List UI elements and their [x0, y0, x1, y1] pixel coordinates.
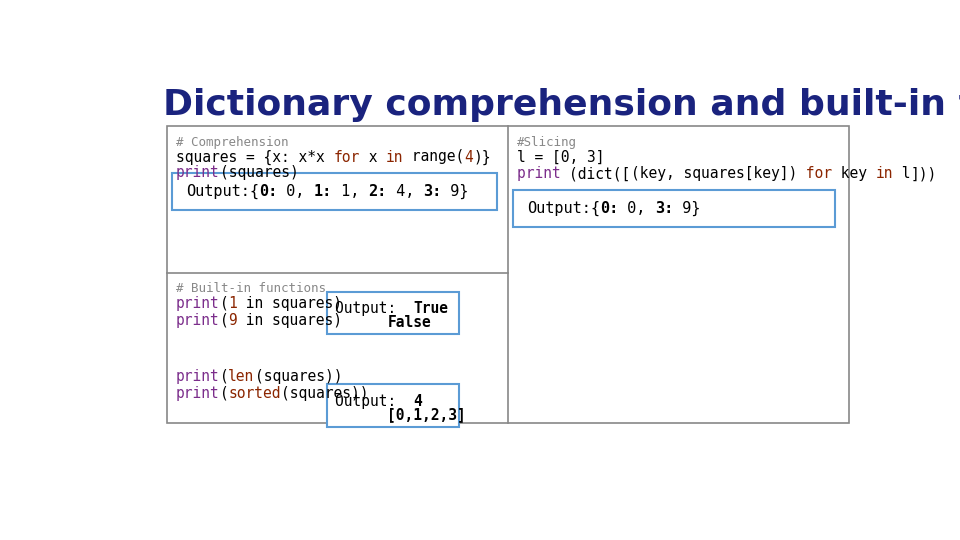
Text: (key, squares[key]): (key, squares[key]): [631, 166, 797, 181]
Text: 0,: 0,: [618, 200, 655, 215]
Text: 0,: 0,: [277, 184, 314, 199]
Text: range(: range(: [403, 150, 465, 165]
Text: 2:: 2:: [369, 184, 387, 199]
Text: l = [0, 3]: l = [0, 3]: [516, 150, 604, 165]
Bar: [166, 126, 849, 423]
Text: 4,: 4,: [387, 184, 423, 199]
Text: in squares): in squares): [237, 313, 342, 328]
Text: 1:: 1:: [314, 184, 332, 199]
Text: 4: 4: [465, 150, 473, 165]
Text: print: print: [176, 369, 220, 384]
Text: (squares)): (squares)): [280, 386, 369, 401]
Text: 1: 1: [228, 296, 237, 311]
Text: print: print: [176, 313, 220, 328]
Bar: [513, 190, 834, 226]
Text: print: print: [176, 165, 220, 180]
Text: 9}: 9}: [673, 200, 700, 215]
Text: )}: )}: [473, 150, 491, 165]
Text: print: print: [516, 166, 569, 181]
Bar: [327, 292, 459, 334]
Text: 3:: 3:: [423, 184, 442, 199]
Bar: [327, 384, 459, 427]
Text: len: len: [228, 369, 254, 384]
Text: (: (: [220, 386, 228, 401]
Text: l: l: [893, 166, 910, 181]
Text: (: (: [220, 296, 228, 311]
Text: Output:: Output:: [335, 301, 414, 316]
Text: (: (: [220, 313, 228, 328]
Text: Output:{: Output:{: [186, 184, 259, 199]
Text: 4: 4: [414, 394, 422, 409]
Text: print: print: [176, 296, 220, 311]
Text: in: in: [876, 166, 893, 181]
Text: (squares)): (squares)): [254, 369, 342, 384]
Text: Dictionary comprehension and built-in functions: Dictionary comprehension and built-in fu…: [162, 88, 960, 122]
Text: squares = {x: x*x: squares = {x: x*x: [176, 150, 333, 165]
Text: in: in: [386, 150, 403, 165]
Bar: [172, 173, 497, 210]
Text: 9: 9: [228, 313, 237, 328]
Text: Output:: Output:: [335, 394, 414, 409]
Text: x: x: [360, 150, 386, 165]
Text: False: False: [388, 315, 431, 330]
Text: (: (: [220, 369, 228, 384]
Text: True: True: [414, 301, 448, 316]
Text: (squares): (squares): [220, 165, 299, 180]
Text: (dict([: (dict([: [569, 166, 631, 181]
Text: 1,: 1,: [332, 184, 369, 199]
Text: for: for: [333, 150, 360, 165]
Text: Output:{: Output:{: [527, 200, 600, 215]
Text: #Slicing: #Slicing: [516, 136, 577, 148]
Text: for: for: [797, 166, 831, 181]
Text: sorted: sorted: [228, 386, 280, 401]
Text: # Comprehension: # Comprehension: [176, 136, 288, 148]
Text: in squares): in squares): [237, 296, 342, 311]
Text: 3:: 3:: [655, 200, 673, 215]
Text: 9}: 9}: [442, 184, 468, 199]
Text: [0,1,2,3]: [0,1,2,3]: [388, 408, 467, 422]
Text: 0:: 0:: [259, 184, 277, 199]
Text: key: key: [831, 166, 876, 181]
Text: print: print: [176, 386, 220, 401]
Text: # Built-in functions: # Built-in functions: [176, 282, 325, 295]
Text: ])): ])): [910, 166, 937, 181]
Text: 0:: 0:: [600, 200, 618, 215]
